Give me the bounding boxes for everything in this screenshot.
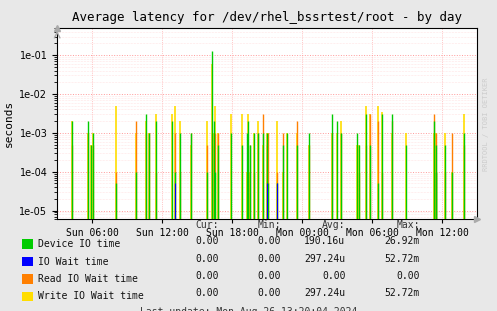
Text: 52.72m: 52.72m [385,288,420,298]
Title: Average latency for /dev/rhel_bssrtest/root - by day: Average latency for /dev/rhel_bssrtest/r… [72,11,462,24]
Text: 190.16u: 190.16u [304,236,345,246]
Text: Write IO Wait time: Write IO Wait time [38,291,144,301]
Text: 0.00: 0.00 [257,288,281,298]
Text: Max:: Max: [397,220,420,230]
Text: 0.00: 0.00 [195,253,219,263]
Text: 0.00: 0.00 [397,271,420,281]
Text: IO Wait time: IO Wait time [38,257,109,267]
Text: 0.00: 0.00 [257,253,281,263]
Text: 0.00: 0.00 [322,271,345,281]
Text: 0.00: 0.00 [257,236,281,246]
Text: Read IO Wait time: Read IO Wait time [38,274,138,284]
Text: 297.24u: 297.24u [304,288,345,298]
Text: Last update: Mon Aug 26 13:20:04 2024: Last update: Mon Aug 26 13:20:04 2024 [140,307,357,311]
Text: 0.00: 0.00 [195,288,219,298]
Text: RRDTOOL / TOBI OETIKER: RRDTOOL / TOBI OETIKER [483,78,489,171]
Text: Device IO time: Device IO time [38,239,120,249]
Text: 0.00: 0.00 [195,236,219,246]
Text: 0.00: 0.00 [195,271,219,281]
Text: 297.24u: 297.24u [304,253,345,263]
Y-axis label: seconds: seconds [4,100,14,147]
Text: 0.00: 0.00 [257,271,281,281]
Text: 26.92m: 26.92m [385,236,420,246]
Text: Min:: Min: [257,220,281,230]
Text: Cur:: Cur: [195,220,219,230]
Text: 52.72m: 52.72m [385,253,420,263]
Text: Avg:: Avg: [322,220,345,230]
